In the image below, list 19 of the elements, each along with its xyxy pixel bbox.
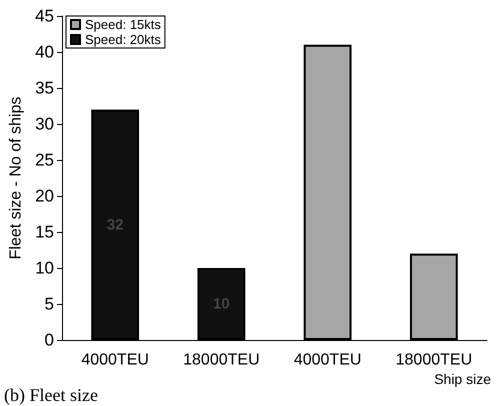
x-axis-title: Ship size <box>434 371 492 387</box>
y-tick-label: 5 <box>44 294 54 314</box>
y-tick-label: 45 <box>35 6 54 26</box>
y-tick-label: 20 <box>35 186 54 206</box>
x-tick-label: 4000TEU <box>81 352 149 368</box>
y-tick-label: 30 <box>35 114 54 134</box>
x-tick-label: 4000TEU <box>294 352 362 368</box>
x-tick-label: 18000TEU <box>396 352 472 368</box>
legend-label: Speed: 15kts <box>85 17 162 32</box>
y-tick-label: 40 <box>35 42 54 62</box>
text: (b) Fleet size <box>4 385 98 405</box>
y-tick-label: 15 <box>35 222 54 242</box>
y-tick-label: 10 <box>35 258 54 278</box>
y-tick-label: 0 <box>44 330 54 350</box>
legend-label: Speed: 20kts <box>85 32 162 47</box>
y-tick-label: 35 <box>35 78 54 98</box>
x-tick-label: 18000TEU <box>183 352 260 368</box>
y-tick-label: 25 <box>35 150 54 170</box>
y-axis-title: Fleet size - No of ships <box>8 96 24 260</box>
